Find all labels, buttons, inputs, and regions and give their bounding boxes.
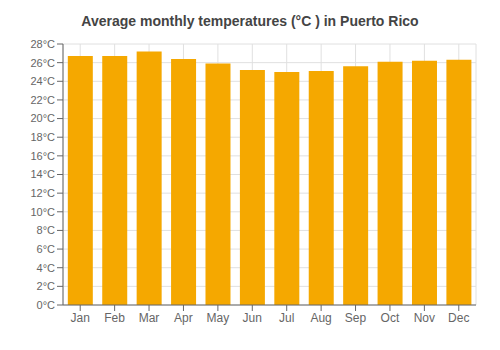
svg-text:28°C: 28°C [30,38,55,50]
html-text:Average monthly temperatures (: Average monthly temperatures (°C ) in Pu… [81,13,419,29]
svg-text:4°C: 4°C [37,262,56,274]
svg-text:0°C: 0°C [37,299,56,311]
svg-text:10°C: 10°C [30,206,55,218]
svg-text:Nov: Nov [414,311,435,325]
svg-text:Aug: Aug [310,311,331,325]
svg-text:16°C: 16°C [30,150,55,162]
svg-text:May: May [207,311,230,325]
svg-text:Sep: Sep [345,311,367,325]
svg-text:Jan: Jan [71,311,90,325]
svg-text:22°C: 22°C [30,94,55,106]
svg-text:18°C: 18°C [30,131,55,143]
svg-text:14°C: 14°C [30,168,55,180]
svg-text:24°C: 24°C [30,75,55,87]
svg-text:26°C: 26°C [30,57,55,69]
svg-text:Jul: Jul [279,311,294,325]
svg-text:20°C: 20°C [30,112,55,124]
svg-text:6°C: 6°C [37,243,56,255]
svg-text:Apr: Apr [174,311,193,325]
svg-text:12°C: 12°C [30,187,55,199]
svg-text:Oct: Oct [381,311,400,325]
svg-text:Dec: Dec [448,311,469,325]
svg-text:Jun: Jun [243,311,262,325]
svg-text:Mar: Mar [139,311,160,325]
svg-text:8°C: 8°C [37,224,56,236]
svg-text:Feb: Feb [104,311,125,325]
svg-text:2°C: 2°C [37,280,56,292]
